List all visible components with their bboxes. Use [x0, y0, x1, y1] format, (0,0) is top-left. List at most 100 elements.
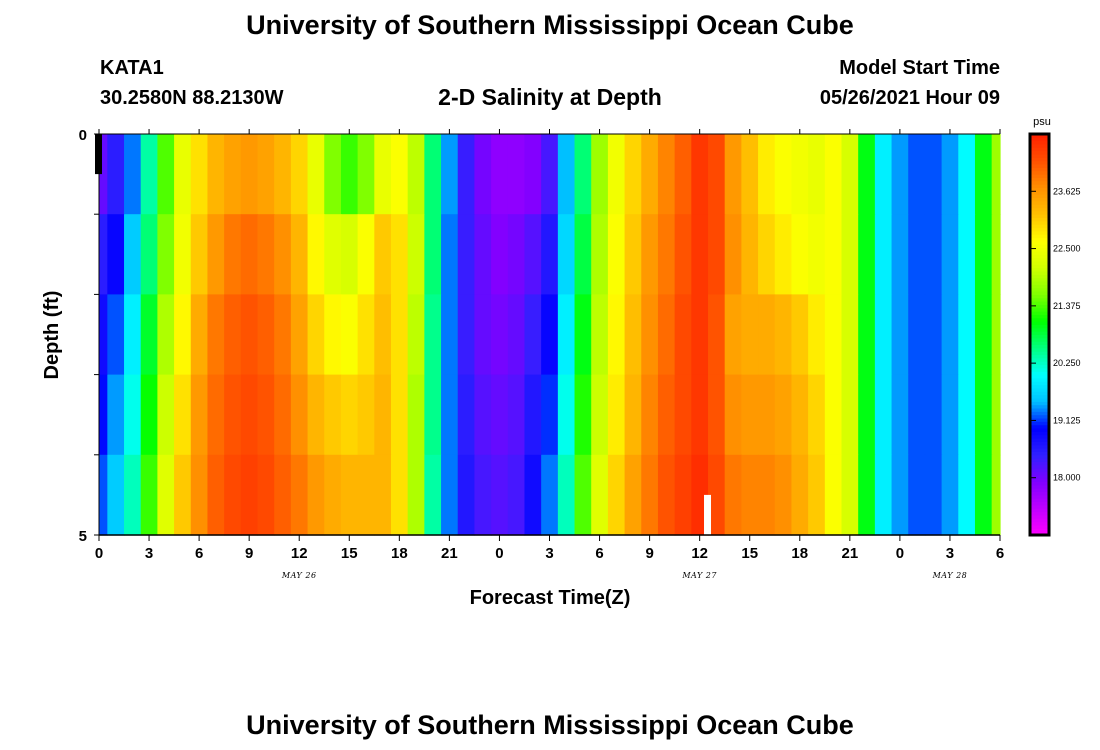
heatmap-cell	[958, 294, 976, 376]
heatmap-cell	[374, 374, 392, 456]
heatmap-cell	[374, 214, 392, 295]
heatmap-cell	[774, 214, 793, 295]
colorbar-tick-label: 22.500	[1053, 244, 1081, 254]
heatmap-cell	[491, 294, 509, 376]
heatmap-cell	[557, 374, 576, 456]
heatmap-cell	[974, 374, 993, 456]
heatmap-cell	[224, 374, 242, 456]
heatmap-cell	[541, 374, 559, 456]
heatmap-cell	[441, 454, 459, 536]
date-labels: MAY 26 MAY 27 MAY 28	[281, 571, 967, 580]
heatmap-cell	[574, 294, 592, 376]
heatmap-cell	[240, 454, 259, 536]
heatmap-cell	[99, 374, 108, 456]
heatmap-cell	[557, 214, 576, 295]
colorbar-segment	[1030, 247, 1049, 252]
colorbar-segment	[1030, 411, 1049, 416]
heatmap-cell	[541, 214, 559, 295]
colorbar-segment	[1030, 264, 1049, 269]
colorbar-segment	[1030, 250, 1049, 255]
heatmap-cell	[157, 134, 175, 215]
colorbar-segment	[1030, 351, 1049, 356]
heatmap-cell	[174, 214, 192, 295]
heatmap-cell	[491, 374, 509, 456]
heatmap-cell	[674, 294, 692, 376]
heatmap-cell	[557, 454, 576, 536]
heatmap-cell	[457, 214, 476, 295]
heatmap-cell	[274, 374, 292, 456]
x-tick-label: 21	[441, 545, 458, 562]
colorbar-tick-label: 18.000	[1053, 473, 1081, 483]
colorbar-segment	[1030, 404, 1049, 409]
heatmap-cell	[107, 214, 125, 295]
colorbar-segment	[1030, 414, 1049, 419]
colorbar-segment	[1030, 478, 1049, 483]
heatmap-cell	[507, 134, 526, 215]
heatmap-cell	[791, 374, 809, 456]
heatmap-cell	[407, 134, 425, 215]
colorbar-segment	[1030, 230, 1049, 235]
heatmap-cell	[574, 214, 592, 295]
heatmap-cell	[958, 214, 976, 295]
heatmap-cell	[958, 454, 976, 536]
colorbar-segment	[1030, 371, 1049, 376]
heatmap-cell	[124, 374, 142, 456]
heatmap-cell	[274, 294, 292, 376]
heatmap-cell	[708, 294, 726, 376]
colorbar-segment	[1030, 518, 1049, 523]
colorbar-segment	[1030, 237, 1049, 242]
heatmap-cell	[641, 214, 659, 295]
heatmap-cell	[758, 134, 776, 215]
colorbar-segment	[1030, 401, 1049, 406]
colorbar-segment	[1030, 391, 1049, 396]
heatmap-cell	[708, 454, 726, 536]
heatmap-cell	[190, 134, 209, 215]
heatmap-cell	[891, 214, 909, 295]
heatmap-cell	[157, 454, 175, 536]
heatmap-cell	[424, 374, 442, 456]
heatmap-cell	[624, 374, 642, 456]
heatmap-cell	[824, 294, 843, 376]
heatmap-cell	[724, 294, 742, 376]
footer-title: University of Southern Mississippi Ocean…	[246, 710, 854, 740]
x-tick-label: 9	[645, 545, 653, 562]
heatmap-cell	[491, 454, 509, 536]
heatmap-cell	[674, 214, 692, 295]
colorbar-segment	[1030, 421, 1049, 426]
heatmap-cell	[841, 454, 859, 536]
heatmap-cell	[424, 454, 442, 536]
colorbar-segment	[1030, 387, 1049, 392]
x-tick-label: 6	[996, 545, 1004, 562]
heatmap-cell	[491, 214, 509, 295]
heatmap-cell	[774, 134, 793, 215]
colorbar-tick-label: 20.250	[1053, 358, 1081, 368]
heatmap-cell	[99, 454, 108, 536]
heatmap-cell	[574, 134, 592, 215]
heatmap-cell	[224, 454, 242, 536]
heatmap-cell	[524, 374, 542, 456]
colorbar-segment	[1030, 484, 1049, 489]
colorbar-segment	[1030, 210, 1049, 215]
heatmap-cell	[107, 134, 125, 215]
heatmap-cell	[240, 134, 259, 215]
heatmap-cell	[908, 294, 926, 376]
colorbar-segment	[1030, 488, 1049, 493]
heatmap-cell	[874, 454, 893, 536]
heatmap-cell	[157, 214, 175, 295]
heatmap-cell	[724, 374, 742, 456]
colorbar-segment	[1030, 220, 1049, 225]
heatmap-cell	[574, 374, 592, 456]
heatmap-cell	[474, 134, 492, 215]
heatmap-cell	[457, 134, 476, 215]
colorbar-segment	[1030, 354, 1049, 359]
heatmap-cell	[140, 374, 158, 456]
heatmap-cell	[424, 134, 442, 215]
heatmap-cell	[874, 374, 893, 456]
heatmap-cell	[741, 374, 759, 456]
heatmap-cell	[924, 374, 943, 456]
heatmap-cell	[307, 134, 325, 215]
heatmap-cell	[357, 134, 375, 215]
y-axis-ticks: 05	[79, 127, 99, 545]
heatmap-cell	[641, 454, 659, 536]
